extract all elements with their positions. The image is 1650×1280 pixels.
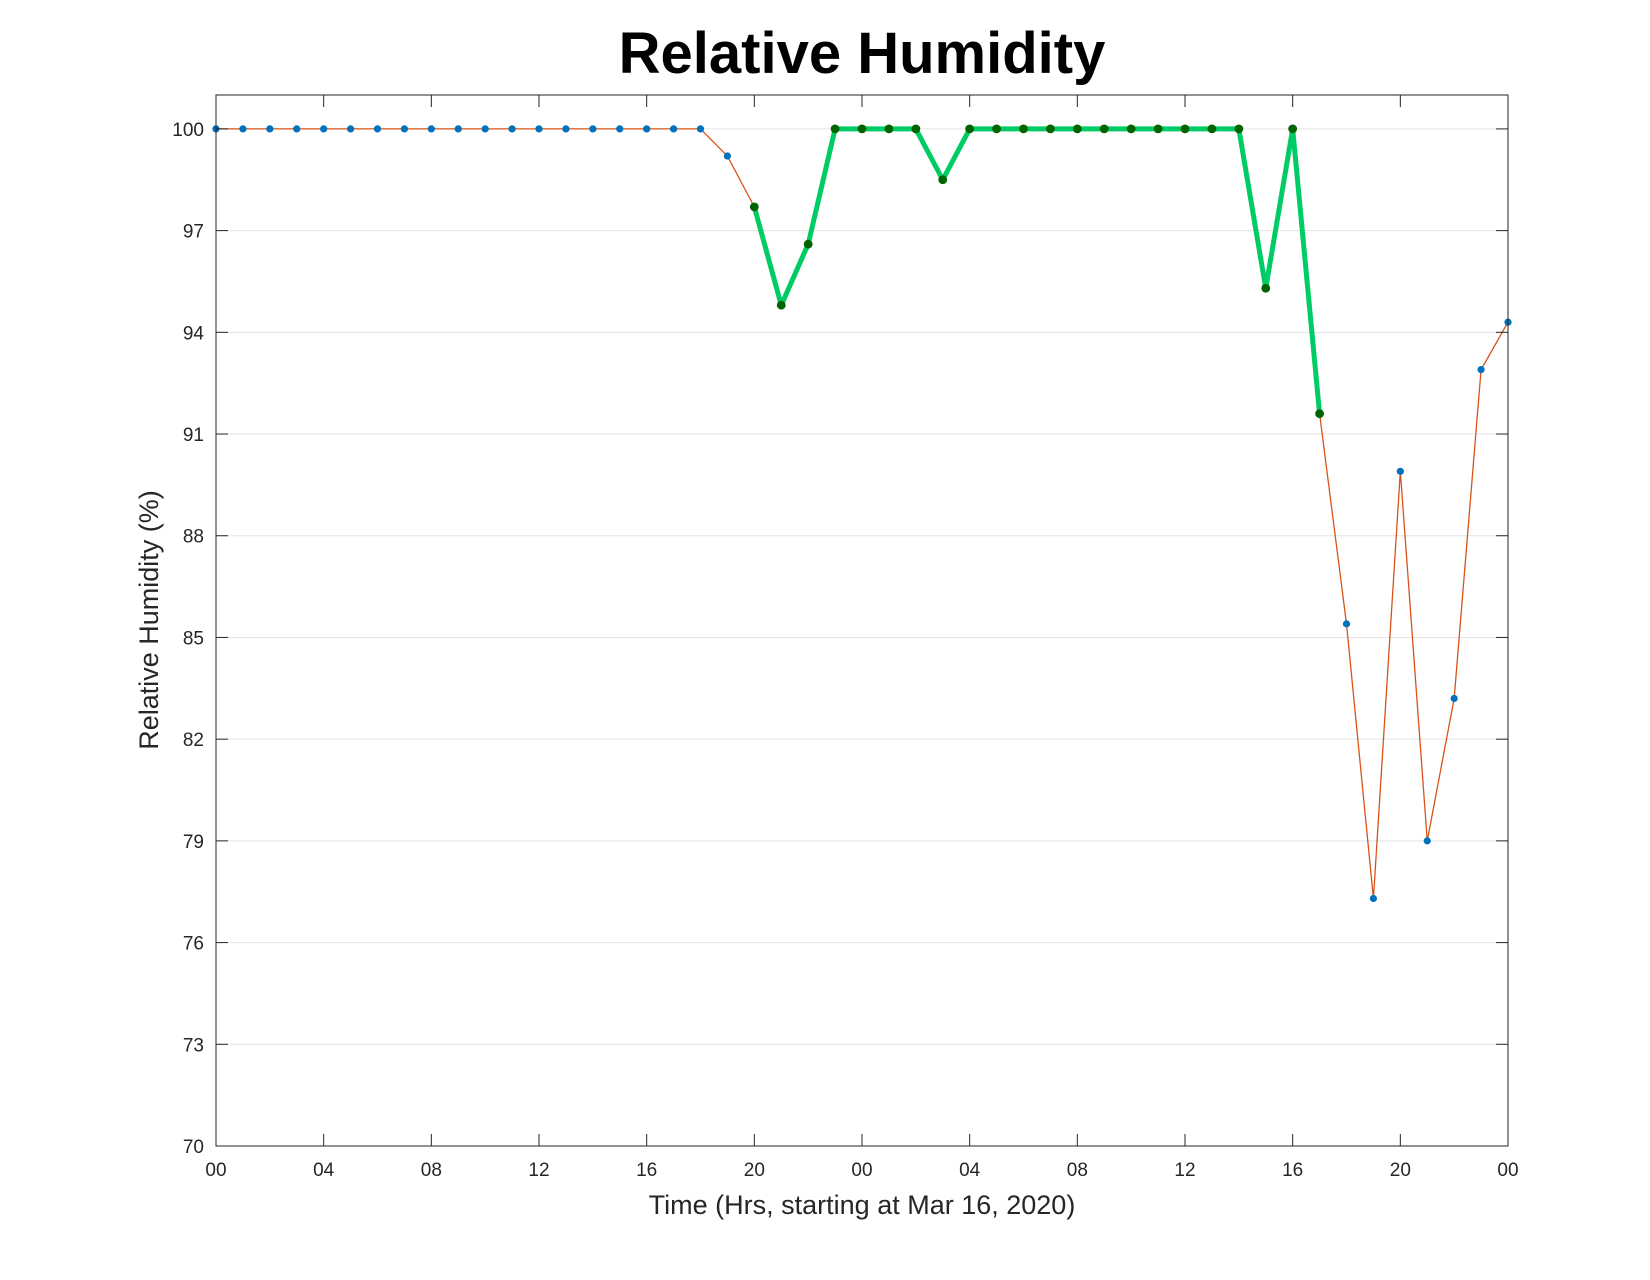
chart-title: Relative Humidity	[619, 21, 1106, 86]
data-point-full	[239, 125, 247, 133]
data-point-full	[589, 125, 597, 133]
plot-area-frame	[215, 94, 1509, 1147]
data-point-full	[1396, 467, 1404, 475]
data-point-highlight	[830, 124, 840, 134]
data-point-highlight	[749, 202, 759, 212]
data-point-highlight	[1315, 409, 1324, 419]
x-tick-label: 16	[636, 1160, 657, 1181]
data-point-highlight	[1126, 124, 1136, 134]
y-tick-label: 100	[172, 120, 204, 141]
data-point-highlight	[992, 124, 1001, 134]
data-point-highlight	[1288, 124, 1298, 134]
data-point-full	[696, 125, 705, 133]
x-tick-label: 20	[1390, 1160, 1411, 1181]
x-tick-label: 08	[1067, 1160, 1088, 1181]
x-tick-label: 04	[313, 1160, 335, 1181]
x-tick-label: 00	[851, 1160, 872, 1181]
x-tick-label: 00	[1497, 1160, 1518, 1181]
series-line-full	[215, 128, 1509, 900]
y-tick-label: 79	[183, 832, 204, 853]
data-point-highlight	[1072, 124, 1082, 134]
data-point-full	[481, 125, 489, 133]
series-layer	[212, 124, 1512, 903]
x-tick-label: 12	[528, 1160, 549, 1181]
axis-ticks: 70 73 76 79 82 85 88 91 94 97 100 00 04 08 12 16 20 00 04 0…	[172, 95, 1519, 1181]
x-tick-label: 16	[1282, 1160, 1303, 1181]
data-point-full	[508, 125, 516, 133]
x-tick-label: 00	[205, 1160, 226, 1181]
data-point-full	[1342, 620, 1351, 628]
y-tick-label: 91	[183, 425, 204, 446]
data-point-highlight	[965, 124, 975, 134]
data-point-highlight	[803, 239, 813, 249]
data-point-full	[535, 125, 543, 133]
data-point-highlight	[884, 124, 894, 134]
data-point-full	[1423, 837, 1431, 845]
data-point-full	[1369, 894, 1378, 903]
x-tick-label: 04	[959, 1160, 981, 1181]
data-point-full	[454, 125, 462, 133]
grid-lines	[216, 128, 1508, 1045]
data-point-full	[669, 125, 678, 133]
data-point-full	[266, 125, 274, 133]
y-tick-label: 94	[183, 323, 205, 344]
y-tick-label: 76	[183, 934, 204, 955]
x-tick-label: 20	[744, 1160, 765, 1181]
data-point-highlight	[938, 175, 948, 185]
data-point-highlight	[911, 124, 921, 134]
y-tick-label: 97	[183, 222, 204, 243]
data-point-full	[400, 125, 409, 133]
data-point-highlight	[1019, 124, 1028, 134]
y-axis-label: Relative Humidity (%)	[134, 490, 164, 750]
y-tick-label: 88	[183, 527, 204, 548]
x-axis-label: Time (Hrs, starting at Mar 16, 2020)	[649, 1190, 1076, 1220]
data-point-full	[373, 125, 382, 133]
data-point-highlight	[857, 124, 867, 134]
x-tick-label: 12	[1174, 1160, 1195, 1181]
y-tick-label: 82	[183, 730, 204, 751]
data-point-highlight	[1234, 124, 1244, 134]
data-point-full	[346, 125, 355, 133]
y-tick-label: 70	[183, 1137, 204, 1158]
y-tick-label: 85	[183, 628, 204, 649]
data-point-full	[723, 152, 732, 160]
data-point-full	[1477, 366, 1485, 374]
series-line-highlight	[751, 126, 1323, 417]
x-tick-label: 08	[421, 1160, 442, 1181]
data-point-full	[1450, 694, 1458, 703]
data-point-full	[320, 125, 328, 133]
data-point-highlight	[1261, 283, 1271, 293]
y-tick-label: 73	[183, 1035, 204, 1056]
data-point-highlight	[1207, 124, 1217, 134]
data-point-highlight	[1046, 124, 1055, 134]
data-point-full	[643, 125, 651, 133]
data-point-full	[427, 125, 435, 133]
data-point-highlight	[1099, 124, 1109, 134]
data-point-highlight	[776, 300, 786, 310]
data-point-full	[562, 125, 570, 133]
data-point-full	[616, 125, 624, 133]
data-point-full	[293, 125, 301, 133]
data-point-highlight	[1153, 124, 1163, 134]
data-point-highlight	[1180, 124, 1190, 134]
